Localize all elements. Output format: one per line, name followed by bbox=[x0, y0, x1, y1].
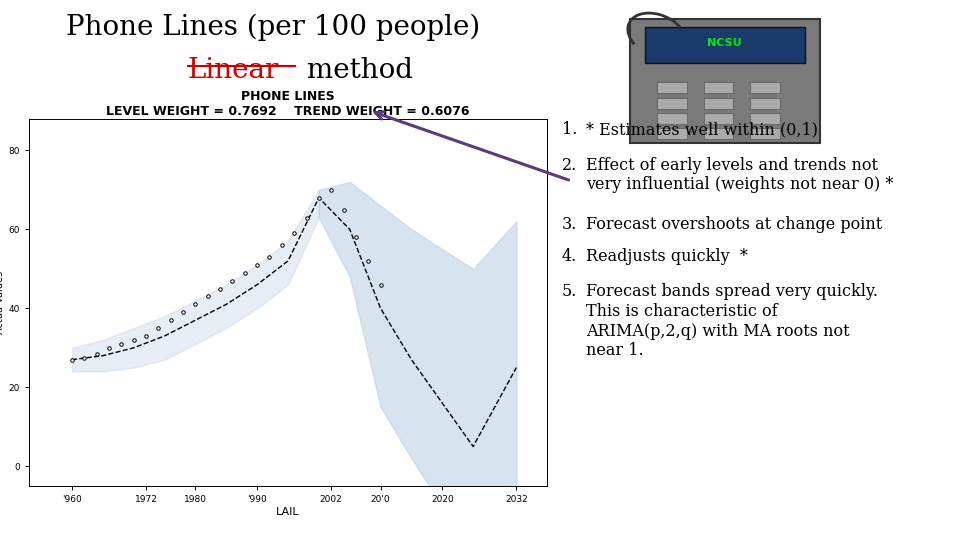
Polygon shape bbox=[630, 19, 820, 143]
Y-axis label: Actua Values: Actua Values bbox=[0, 271, 6, 334]
Bar bbox=[704, 83, 733, 93]
Bar bbox=[658, 113, 686, 124]
Bar bbox=[658, 98, 686, 109]
Text: method: method bbox=[298, 57, 413, 84]
Title: PHONE LINES
LEVEL WEIGHT = 0.7692    TREND WEIGHT = 0.6076: PHONE LINES LEVEL WEIGHT = 0.7692 TREND … bbox=[107, 90, 469, 118]
Bar bbox=[704, 98, 733, 109]
Text: 4.: 4. bbox=[562, 248, 577, 265]
Bar bbox=[704, 113, 733, 124]
Text: NCSU: NCSU bbox=[708, 38, 742, 48]
Bar bbox=[750, 113, 780, 124]
Text: 3.: 3. bbox=[562, 216, 577, 233]
Bar bbox=[658, 83, 686, 93]
Text: Phone Lines (per 100 people): Phone Lines (per 100 people) bbox=[66, 14, 481, 41]
Bar bbox=[644, 28, 805, 63]
Bar bbox=[750, 128, 780, 139]
Text: 5.: 5. bbox=[562, 284, 577, 300]
Bar bbox=[750, 98, 780, 109]
Text: 2.: 2. bbox=[562, 157, 577, 173]
Text: Linear: Linear bbox=[187, 57, 278, 84]
Bar bbox=[750, 83, 780, 93]
Text: Effect of early levels and trends not
very influential (weights not near 0) *: Effect of early levels and trends not ve… bbox=[586, 157, 893, 193]
X-axis label: LAIL: LAIL bbox=[276, 507, 300, 517]
Text: Forecast bands spread very quickly.
This is characteristic of
ARIMA(p,2,q) with : Forecast bands spread very quickly. This… bbox=[586, 284, 877, 359]
Text: Forecast overshoots at change point: Forecast overshoots at change point bbox=[586, 216, 882, 233]
Bar bbox=[658, 128, 686, 139]
Text: * Estimates well within (0,1): * Estimates well within (0,1) bbox=[586, 122, 818, 138]
Bar bbox=[704, 128, 733, 139]
Text: Readjusts quickly  *: Readjusts quickly * bbox=[586, 248, 748, 265]
Text: 1.: 1. bbox=[562, 122, 577, 138]
